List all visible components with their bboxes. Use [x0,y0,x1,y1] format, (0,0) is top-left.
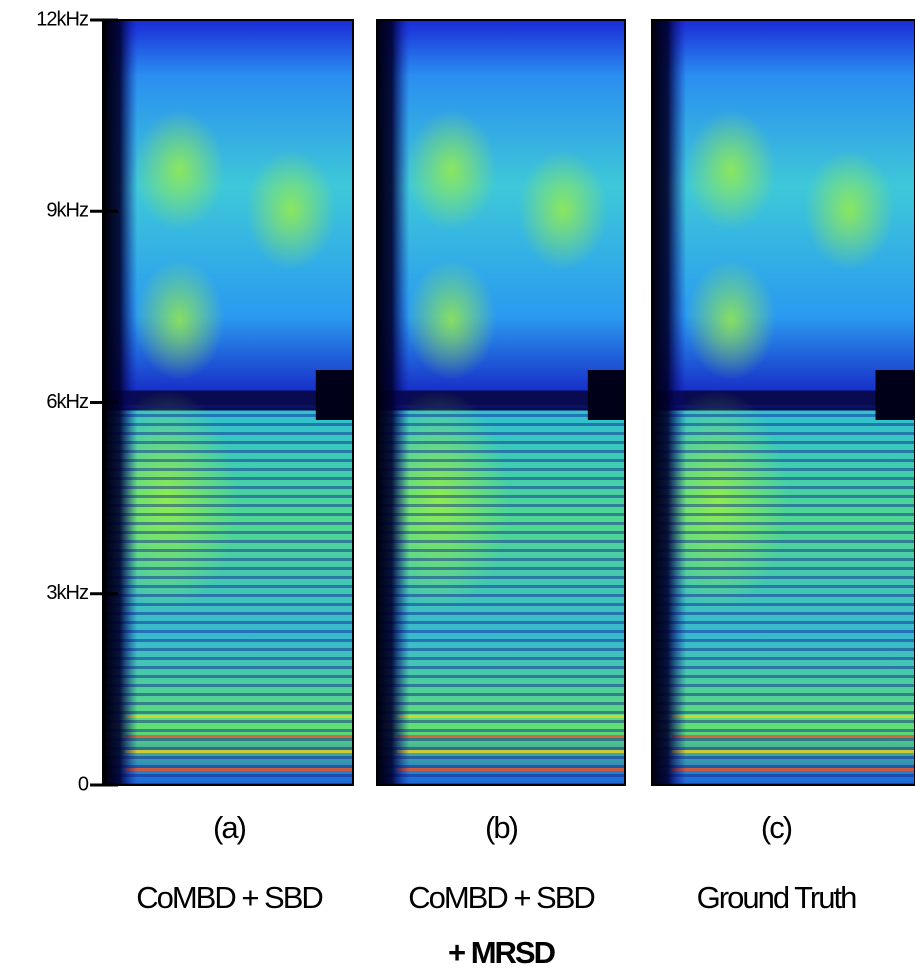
edge [377,20,625,785]
frame [651,19,915,786]
panel-caption: Ground Truth [697,880,856,915]
spectrogram-body [652,20,915,785]
spectrogram-body [377,20,625,785]
y-tick-label: 3kHz [46,582,88,604]
panel-letter: (a) [213,810,246,845]
edge [652,20,915,785]
panel-caption-bold: + MRSD [448,935,556,970]
y-tick-label: 6kHz [46,391,88,413]
y-tick-label: 9kHz [46,200,88,222]
panel-letter: (b) [485,810,518,845]
panel-caption: CoMBD + SBD [408,880,594,915]
spectrogram [104,19,354,786]
spectrogram [651,19,915,786]
spectrogram-body [105,20,353,785]
frame [376,19,626,786]
y-tick-label: 12kHz [36,8,88,30]
y-tick-label: 0 [78,773,89,795]
panel-letter: (c) [761,810,792,845]
edge [105,20,353,785]
panel-caption: CoMBD + SBD [136,880,322,915]
spectrogram [376,19,626,786]
